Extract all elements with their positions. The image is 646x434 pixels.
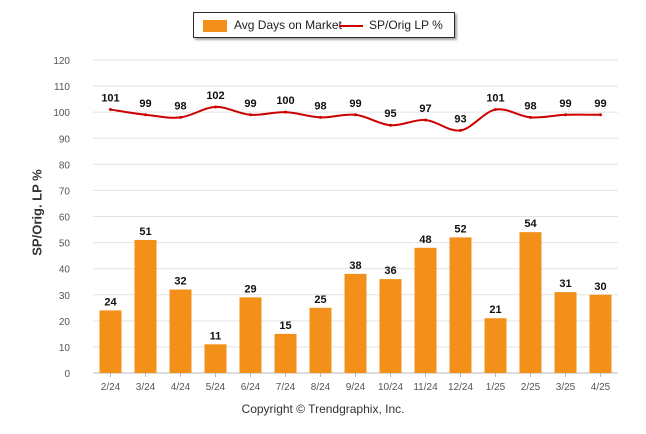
line-point [179,115,182,119]
line-value-label: 99 [244,98,256,110]
line-value-label: 101 [101,93,119,105]
x-tick-label: 6/24 [241,382,261,393]
line-point [109,108,112,112]
bar [449,237,472,373]
line-value-label: 98 [314,100,326,112]
bar [169,289,192,373]
legend-line-swatch [339,25,363,27]
bar [274,333,297,373]
legend-line-label: SP/Orig LP % [369,18,443,32]
bar [344,273,367,373]
y-tick-label: 90 [59,134,71,145]
x-tick-label: 5/24 [206,382,226,393]
bar-value-label: 21 [489,304,501,316]
bar [589,294,612,373]
y-tick-label: 50 [59,239,71,250]
bar-value-label: 51 [139,226,151,238]
line-point [214,105,217,109]
line-value-label: 101 [486,93,504,105]
line-point [494,108,497,112]
line-point [144,113,147,117]
y-tick-label: 20 [59,317,71,328]
line-value-label: 99 [559,98,571,110]
line-value-label: 99 [594,98,606,110]
bar [379,279,402,373]
bar-value-label: 52 [454,223,466,235]
bar [414,247,437,373]
bar [204,344,227,373]
x-tick-label: 3/24 [136,382,156,393]
line-value-label: 100 [276,95,294,107]
y-tick-label: 110 [54,82,70,93]
bar-value-label: 30 [594,281,606,293]
y-tick-label: 0 [64,369,70,380]
bar [554,292,577,373]
x-tick-label: 3/25 [556,382,576,393]
bar [484,318,507,373]
bar [99,310,122,373]
y-tick-label: 120 [53,56,70,67]
line-value-label: 95 [384,108,396,120]
line-value-label: 98 [174,100,186,112]
y-tick-label: 70 [59,186,71,197]
line-point [564,113,567,117]
line-value-label: 93 [454,113,466,125]
x-tick-label: 10/24 [378,382,403,393]
bar [239,297,262,373]
y-tick-label: 60 [59,213,71,224]
line-point [459,128,462,132]
x-tick-label: 4/24 [171,382,191,393]
line-point [319,115,322,119]
bar-value-label: 54 [524,218,537,230]
bar-value-label: 48 [419,234,431,246]
x-tick-label: 2/25 [521,382,541,393]
x-tick-label: 7/24 [276,382,296,393]
bar-value-label: 36 [384,265,396,277]
legend-bar-label: Avg Days on Market [234,18,342,32]
x-tick-label: 2/24 [101,382,121,393]
bar [519,232,542,373]
x-tick-label: 11/24 [413,382,438,393]
line-point [249,113,252,117]
bar [309,307,332,373]
line-point [354,113,357,117]
bar-value-label: 31 [559,278,571,290]
line-value-label: 97 [419,103,431,115]
line-point [284,110,287,114]
line-point [529,115,532,119]
bar-value-label: 32 [174,276,186,288]
bar [134,239,157,373]
x-tick-label: 9/24 [346,382,366,393]
line-point [599,113,602,117]
bar-value-label: 25 [314,294,326,306]
legend-bar-swatch [203,20,227,32]
x-tick-label: 4/25 [591,382,611,393]
bar-value-label: 11 [210,330,222,342]
line-value-label: 102 [206,90,224,102]
copyright-footer: Copyright © Trendgraphix, Inc. [241,402,405,416]
line-value-label: 99 [139,98,151,110]
bar-value-label: 24 [104,296,117,308]
y-tick-label: 100 [53,108,70,119]
chart-legend: Avg Days on Market SP/Orig LP % [193,12,455,38]
line-point [389,123,392,127]
line-value-label: 99 [349,98,361,110]
line-point [424,118,427,122]
y-tick-label: 10 [59,343,71,354]
y-tick-label: 80 [59,160,71,171]
y-tick-label: 40 [59,265,71,276]
bar-value-label: 38 [349,260,361,272]
bar-value-label: 29 [244,283,256,295]
bar-value-label: 15 [279,320,291,332]
x-tick-label: 8/24 [311,382,331,393]
line-value-label: 98 [524,100,536,112]
x-tick-label: 12/24 [448,382,473,393]
y-tick-label: 30 [59,291,71,302]
x-tick-label: 1/25 [486,382,506,393]
